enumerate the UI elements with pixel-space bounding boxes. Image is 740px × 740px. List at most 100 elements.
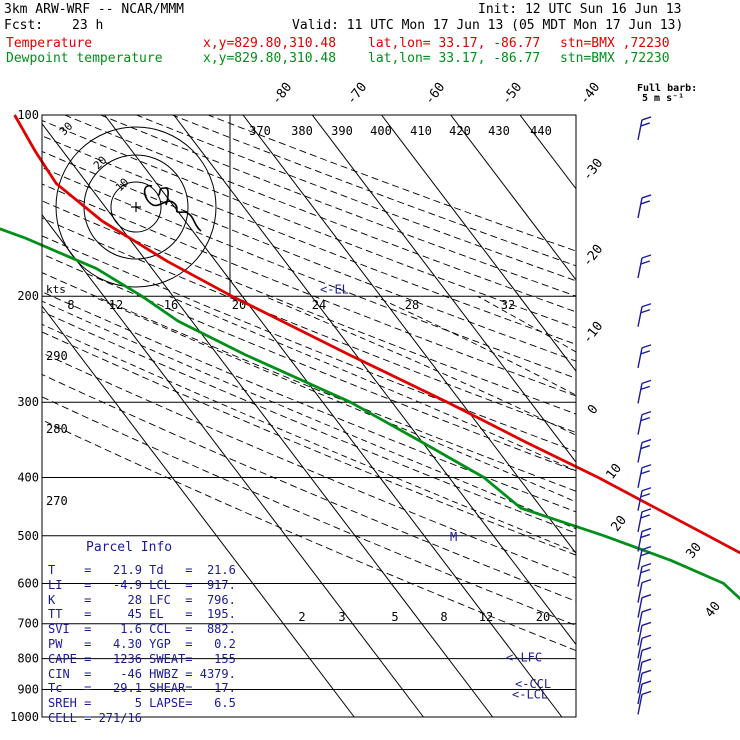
wind-barb-staff bbox=[637, 414, 643, 435]
pressure-label-600: 600 bbox=[17, 576, 39, 590]
wind-barb-staff bbox=[637, 347, 643, 368]
wind-barb bbox=[637, 669, 652, 694]
moist-adiabat-30 bbox=[374, 295, 576, 396]
wind-barb-staff bbox=[637, 638, 643, 659]
moist-adiabat-10 bbox=[42, 300, 576, 530]
wind-barb bbox=[637, 621, 652, 646]
parcel-row-tc: Tc = 29.1 SHEAR= 17. bbox=[48, 681, 236, 696]
hodograph-trace bbox=[143, 184, 202, 232]
dry-adiabat-330 bbox=[42, 253, 576, 472]
dewpoint-trace bbox=[0, 227, 740, 601]
wind-barb-staff bbox=[637, 582, 643, 603]
wind-barb bbox=[637, 608, 652, 633]
legend-temperature-xy: x,y=829.80,310.48 bbox=[203, 36, 337, 51]
wind-barb-flag bbox=[641, 527, 652, 533]
moist-adiabat-15 bbox=[92, 295, 576, 503]
isotherm-label--50: -50 bbox=[499, 80, 525, 108]
moist-adiabat-5 bbox=[42, 323, 576, 553]
isotherms bbox=[41, 114, 577, 718]
pressure-label-400: 400 bbox=[17, 470, 39, 484]
speed-axis-label-16: 16 bbox=[164, 298, 178, 312]
isotherm-label-0: 0 bbox=[585, 402, 602, 417]
wind-barb-flag bbox=[640, 416, 651, 422]
isotherm-label-30: 30 bbox=[684, 540, 705, 562]
isotherm-10 bbox=[519, 114, 577, 190]
theta-label-430: 430 bbox=[488, 124, 510, 138]
pressure-label-900: 900 bbox=[17, 682, 39, 696]
wind-barb bbox=[637, 438, 652, 463]
wind-barb-flag bbox=[640, 385, 651, 391]
wind-barb-staff bbox=[637, 490, 643, 511]
moist-adiabats bbox=[42, 295, 576, 553]
isotherm--50 bbox=[104, 114, 563, 718]
hodograph-center bbox=[131, 202, 141, 212]
wind-barb-flag bbox=[641, 562, 652, 568]
parcel-row-tt: TT = 45 EL = 195. bbox=[48, 607, 236, 622]
wind-barb bbox=[637, 116, 652, 141]
dry-adiabat-450 bbox=[172, 115, 576, 267]
wind-barb-flag bbox=[641, 438, 652, 444]
speed-axis-label-12: 12 bbox=[109, 298, 123, 312]
level-mark-ccl: <-CCL bbox=[515, 677, 551, 691]
theta-left-label-280: 280 bbox=[46, 422, 68, 436]
wind-barb-flag bbox=[641, 621, 652, 627]
parcel-row-t: T = 21.9 Td = 21.6 bbox=[48, 563, 236, 577]
legend-temperature-stn: stn=BMX ,72230 bbox=[560, 36, 670, 51]
hodograph-ring-3 bbox=[55, 126, 217, 288]
wind-barb-flag bbox=[641, 344, 652, 349]
wind-barb-flag bbox=[641, 658, 652, 663]
wind-barb bbox=[637, 646, 652, 671]
isotherm--80 bbox=[41, 305, 355, 718]
theta-left-label-270: 270 bbox=[46, 494, 68, 508]
speed-axis-label-32: 32 bbox=[501, 298, 515, 312]
wind-barb-flag bbox=[640, 514, 651, 519]
speed-axis-label-28: 28 bbox=[405, 298, 419, 312]
wind-barb-flag bbox=[641, 487, 652, 492]
wind-barb bbox=[637, 594, 652, 618]
wind-barb-staff bbox=[637, 683, 643, 705]
parcel-row-cin: CIN = -46 HWBZ = 4379. bbox=[48, 666, 236, 681]
wind-barb-flag bbox=[640, 444, 651, 450]
legend-dewpoint-xy: x,y=829.80,310.48 bbox=[203, 51, 337, 66]
isotherm-label-40: 40 bbox=[703, 599, 724, 621]
isotherm--10 bbox=[381, 114, 577, 372]
wind-barb-flag bbox=[641, 669, 652, 675]
parcel-row-sreh: SREH = 5 LAPSE= 6.5 bbox=[48, 696, 236, 711]
wind-barb bbox=[637, 194, 652, 219]
legend-temperature: Temperature bbox=[6, 36, 93, 51]
wind-barb bbox=[637, 379, 652, 404]
pressure-label-700: 700 bbox=[17, 617, 39, 631]
isotherm--20 bbox=[311, 114, 577, 463]
wind-barb-staff bbox=[637, 511, 643, 533]
wind-barb-flag bbox=[641, 646, 652, 652]
hodograph-ring-label-20: 20 bbox=[91, 154, 110, 173]
parcel-row-svi: SVI = 1.6 CCL = 882. bbox=[48, 622, 236, 637]
dry-adiabat-460 bbox=[207, 115, 576, 252]
isotherm-label--30: -30 bbox=[580, 156, 606, 184]
isotherm-label--40: -40 bbox=[577, 80, 603, 108]
valid-time: Valid: 11 UTC Mon 17 Jun 13 (05 MDT Mon … bbox=[292, 18, 684, 33]
wind-barb-flag bbox=[640, 533, 651, 539]
freezing-level-mark: M bbox=[450, 530, 457, 544]
pressure-label-500: 500 bbox=[17, 529, 39, 543]
wind-barb-flag bbox=[641, 608, 652, 613]
theta-label-410: 410 bbox=[410, 124, 432, 138]
parcel-info-title: Parcel Info bbox=[86, 540, 173, 555]
wind-barb bbox=[637, 680, 652, 705]
wind-barb-staff bbox=[637, 119, 643, 141]
wind-barb-flag bbox=[640, 122, 651, 127]
wind-barb bbox=[637, 344, 652, 368]
wind-barb-staff bbox=[637, 306, 643, 327]
isotherm-label--80: -80 bbox=[269, 80, 295, 108]
wind-barb bbox=[637, 578, 652, 603]
legend-dewpoint-stn: stn=BMX ,72230 bbox=[560, 51, 670, 66]
temperature-trace bbox=[13, 114, 740, 555]
hodograph-kts-label: kts bbox=[46, 283, 66, 296]
theta-label-400: 400 bbox=[370, 124, 392, 138]
wind-barb-flag bbox=[640, 551, 651, 557]
parcel-row-cape: CAPE = 1236 SWEAT= 155 bbox=[48, 651, 236, 666]
moist-adiabat-25 bbox=[264, 295, 576, 436]
forecast-hour: 23 h bbox=[72, 18, 104, 33]
